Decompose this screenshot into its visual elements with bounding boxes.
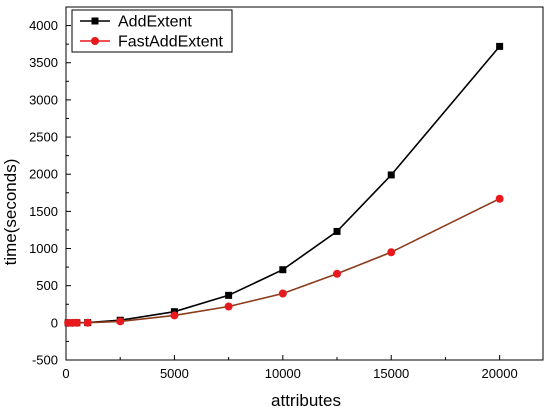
data-point (387, 248, 396, 257)
series-line (68, 45, 501, 324)
y-tick-label: 1500 (29, 204, 58, 219)
series-group (64, 42, 504, 327)
x-axis-title: attributes (271, 391, 341, 410)
data-point (495, 194, 504, 203)
y-tick-label: -500 (32, 353, 58, 368)
y-tick-label: 2000 (29, 167, 58, 182)
data-point (83, 318, 92, 327)
legend-swatch-marker (91, 17, 99, 25)
y-tick-label: 2500 (29, 130, 58, 145)
data-point (333, 227, 341, 235)
series-line (68, 197, 500, 324)
data-point (170, 311, 179, 320)
plot-frame (65, 6, 544, 361)
legend-item: FastAddExtent (80, 34, 224, 51)
y-tick-label: 0 (51, 315, 58, 330)
data-point (116, 317, 125, 326)
legend-swatch-marker (91, 37, 99, 45)
data-point (496, 42, 504, 50)
x-tick-label: 20000 (482, 366, 518, 381)
data-point (278, 289, 287, 298)
series-AddExtent (64, 42, 504, 327)
legend-label: AddExtent (118, 14, 192, 31)
data-point (387, 171, 395, 179)
y-axis-title: time(seconds) (1, 159, 20, 266)
x-tick-label: 0 (62, 366, 69, 381)
data-point (72, 318, 81, 327)
data-point (279, 266, 287, 274)
y-tick-label: 3500 (29, 55, 58, 70)
data-point (225, 291, 233, 299)
x-tick-label: 10000 (265, 366, 301, 381)
data-point (333, 269, 342, 278)
y-tick-label: 3000 (29, 92, 58, 107)
plot-area (65, 6, 544, 361)
x-tick-label: 5000 (160, 366, 189, 381)
x-tick-label: 15000 (373, 366, 409, 381)
axes: 0 5000 10000 15000 20000 -500 0 500 1000 1500 2000… (29, 18, 518, 381)
series-FastAddExtent (64, 194, 504, 327)
legend-label: FastAddExtent (118, 34, 224, 51)
legend-item: AddExtent (80, 14, 192, 31)
y-tick-label: 4000 (29, 18, 58, 33)
legend: AddExtent FastAddExtent (71, 9, 233, 53)
y-tick-label: 1000 (29, 241, 58, 256)
legend-box (71, 9, 233, 53)
data-point (224, 302, 233, 311)
y-tick-label: 500 (36, 278, 58, 293)
